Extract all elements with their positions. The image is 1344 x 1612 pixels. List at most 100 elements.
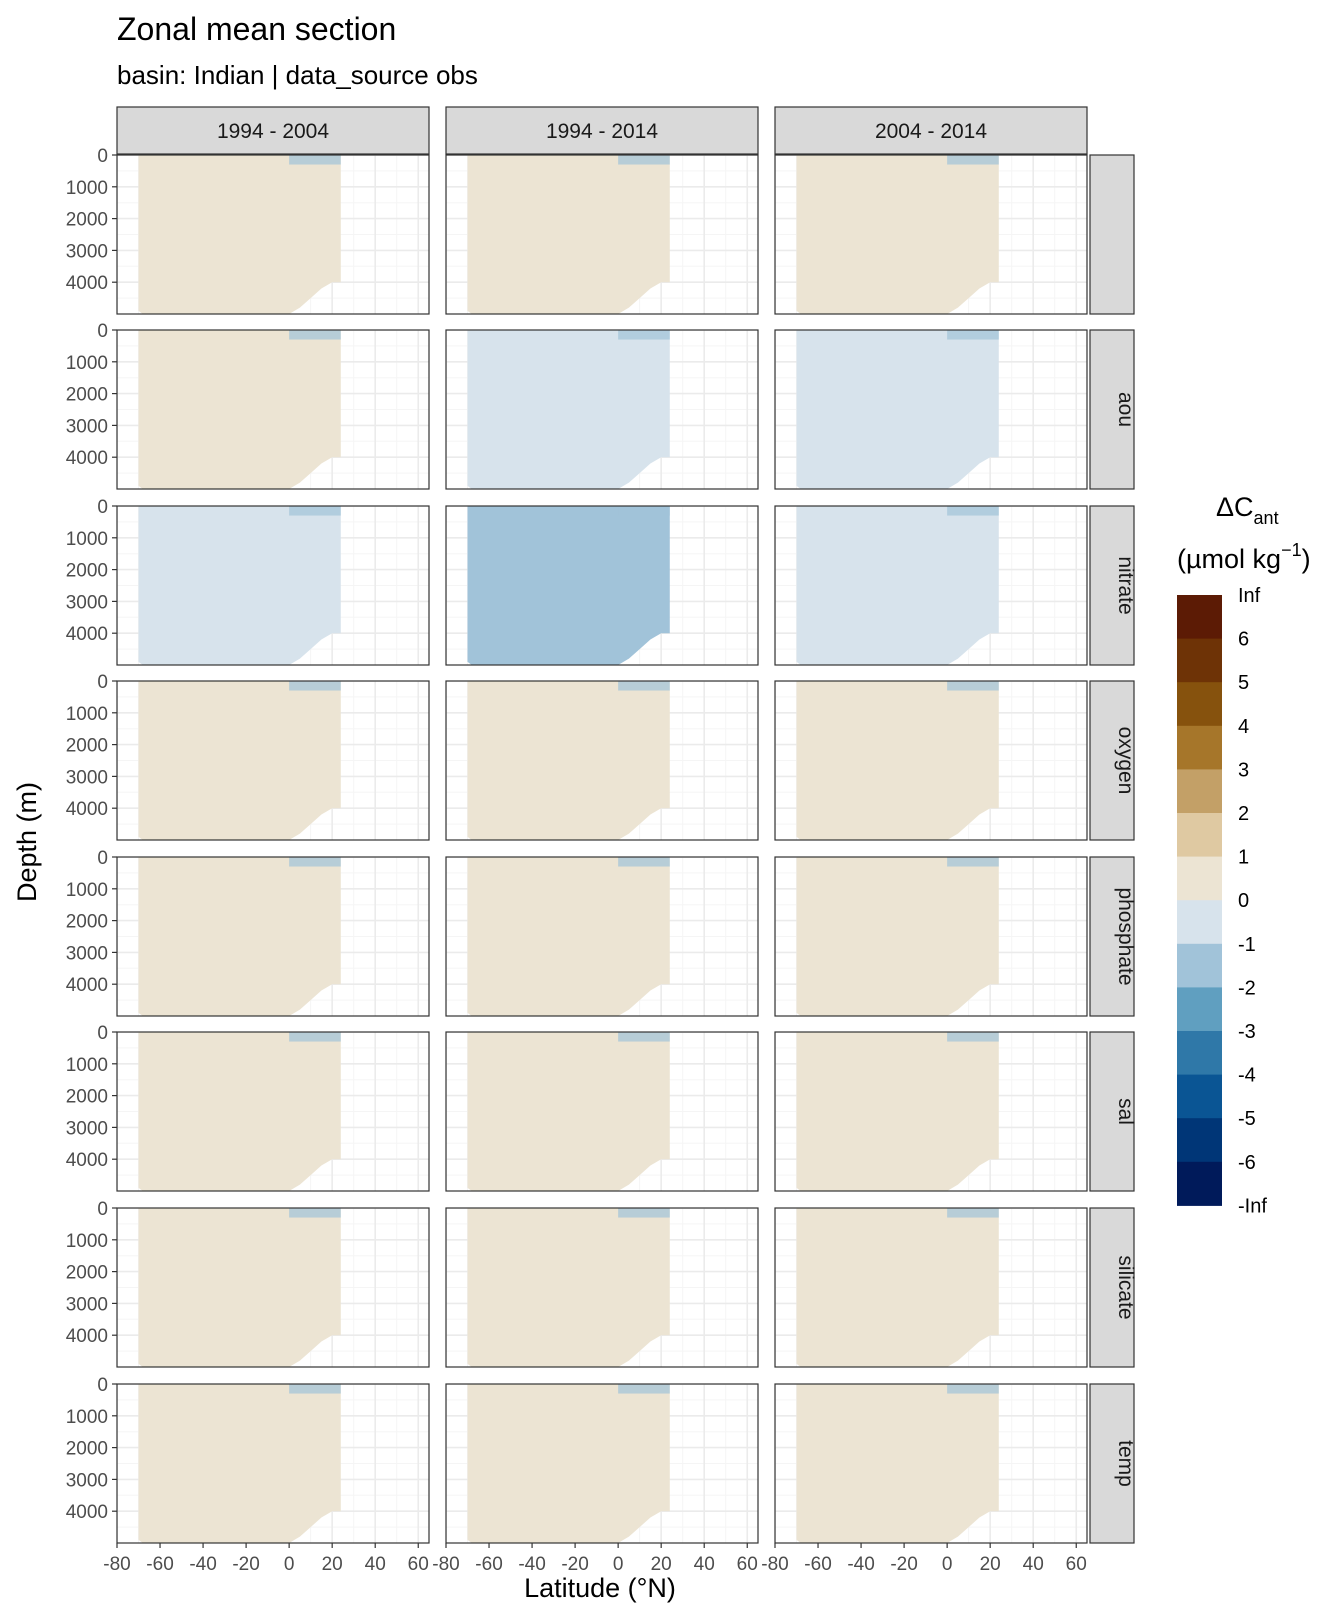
y-tick-label: 2000 [66,385,108,406]
x-tick-label: 0 [942,1554,953,1575]
column-strip: 2004 - 2014 [774,106,1088,155]
legend-color-bin [1177,856,1222,901]
facet-panel [445,505,759,666]
row-strip-bg [1089,1031,1135,1192]
facet-panel [774,680,1088,841]
x-tick-label: 20 [980,1554,1001,1575]
row-strip: aou [1089,329,1137,490]
facet-panel [116,856,430,1017]
legend-color-bin [1177,987,1222,1032]
panel-border [445,1207,759,1368]
legend-color-bin [1177,1031,1222,1076]
y-tick-label: 0 [97,497,108,518]
facet-panel [116,1031,430,1192]
surface-layer-band [618,330,670,340]
facet-panel [116,680,430,841]
legend-color-bin [1177,769,1222,814]
legend-unit-superscript: −1 [1281,540,1302,560]
y-tick-label: 3000 [66,416,108,437]
panel-border [116,329,430,490]
row-strip: temp [1089,1383,1137,1544]
ocean-section-field [796,1032,999,1191]
y-tick-label: 1000 [66,1231,108,1252]
x-tick-label: 40 [365,1554,386,1575]
panel-border [445,329,759,490]
ocean-section-field [467,681,670,840]
x-axis-label: Latitude (°N) [524,1573,676,1603]
ocean-section-field [467,1208,670,1367]
facet-panel [445,1383,759,1544]
y-tick-label: 0 [97,1199,108,1220]
panel-border [774,1383,1088,1544]
legend-color-bin [1177,638,1222,683]
row-strip-label: phosphate [1114,887,1137,985]
panel-border [116,154,430,315]
legend-title-subscript: ant [1254,508,1279,528]
y-tick-label: 3000 [66,1118,108,1139]
facet-panel [774,1383,1088,1544]
column-strip-bg [116,106,430,155]
facet-panel [774,505,1088,666]
x-tick-label: -80 [103,1554,130,1575]
column-strip-bg [445,106,759,155]
y-tick-label: 0 [97,321,108,342]
legend-title-main: ΔCant [1216,492,1279,528]
y-tick-label: 4000 [66,799,108,820]
y-axis-label: Depth (m) [12,782,42,902]
x-tick-label: -20 [561,1554,588,1575]
surface-layer-band [618,1032,670,1042]
y-tick-label: 0 [97,672,108,693]
surface-layer-band [289,1384,341,1394]
y-tick-label: 3000 [66,943,108,964]
row-strip-bg [1089,1383,1135,1544]
legend-color-bin [1177,682,1222,727]
ocean-section-field [467,1032,670,1191]
legend-label: 5 [1238,672,1249,694]
surface-layer-band [618,506,670,516]
legend-label: -Inf [1238,1195,1267,1217]
surface-layer-band [947,857,999,867]
legend-label: -1 [1238,934,1256,956]
x-tick-label: -40 [518,1554,545,1575]
legend-color-bin [1177,943,1222,988]
row-strip-bg [1089,856,1135,1017]
y-tick-label: 4000 [66,1326,108,1347]
row-strip: oxygen [1089,680,1137,841]
panel-border [445,680,759,841]
panel-border [774,154,1088,315]
surface-layer-band [289,1208,341,1218]
panel-border [116,1383,430,1544]
legend-label: 6 [1238,629,1249,651]
ocean-section-field [138,330,341,489]
x-tick-label: -80 [761,1554,788,1575]
facet-panel [445,329,759,490]
legend-color-bin [1177,1161,1222,1206]
y-tick-label: 0 [97,1023,108,1044]
panel-border [116,1031,430,1192]
x-tick-label: 20 [322,1554,343,1575]
y-tick-label: 2000 [66,210,108,231]
legend-color-bin [1177,1118,1222,1163]
ocean-section-field [138,506,341,665]
legend-title-symbol: ΔC [1216,492,1254,522]
panel-border [116,1207,430,1368]
panel-border [116,856,430,1017]
y-tick-label: 1000 [66,353,108,374]
x-tick-label: -20 [890,1554,917,1575]
surface-layer-band [289,1032,341,1042]
legend-unit-suffix: ) [1302,544,1311,574]
legend-label: Inf [1238,585,1261,607]
row-strip-bg [1089,505,1135,666]
y-tick-label: 2000 [66,912,108,933]
surface-layer-band [947,330,999,340]
facet-panel [445,680,759,841]
facet-panel [116,505,430,666]
panel-border [445,154,759,315]
panel-border [445,856,759,1017]
y-tick-label: 3000 [66,592,108,613]
row-strip-bg [1089,1207,1135,1368]
row-strip-bg [1089,329,1135,490]
y-tick-label: 3000 [66,767,108,788]
x-tick-label: -80 [432,1554,459,1575]
y-tick-label: 4000 [66,1502,108,1523]
